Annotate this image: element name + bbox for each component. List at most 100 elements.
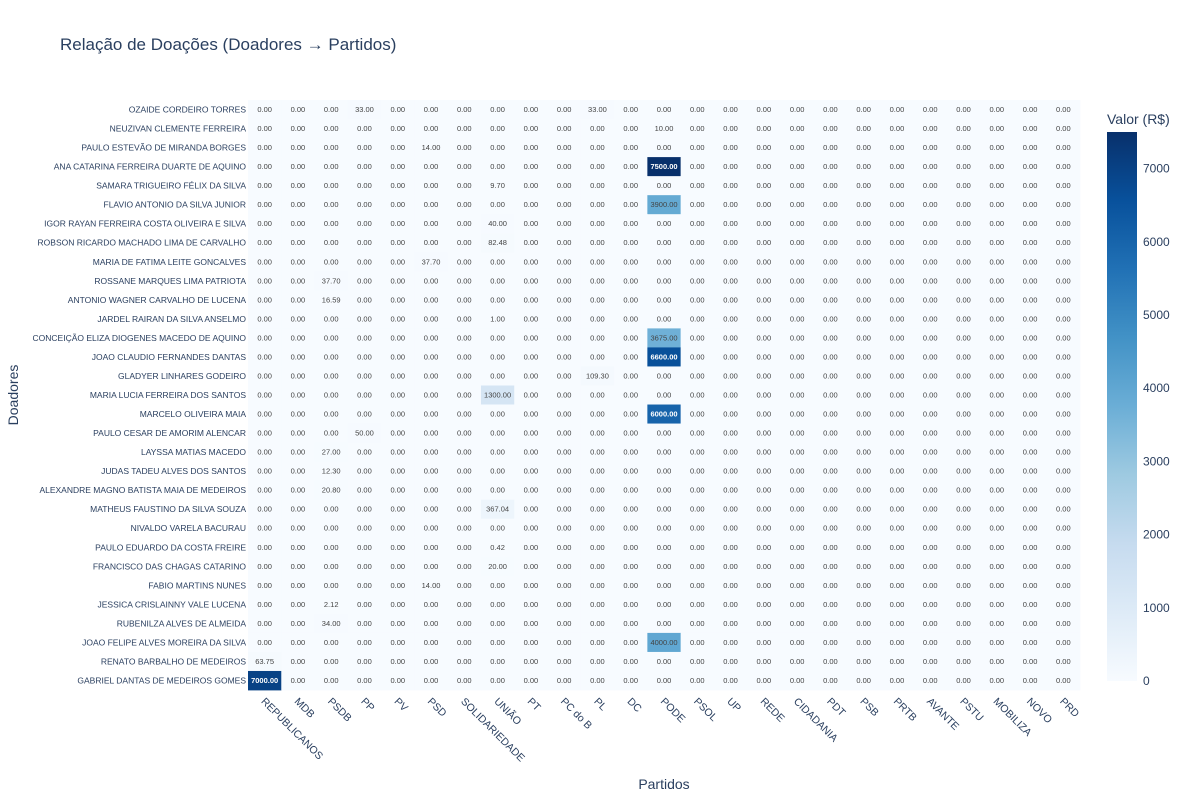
heatmap-cell [614, 594, 648, 615]
cell-value-label: 0.00 [424, 333, 439, 342]
heatmap-cell [580, 176, 615, 196]
cell-value-label: 0.00 [723, 105, 738, 114]
heatmap-cell [580, 632, 615, 653]
cell-value-label: 0.00 [357, 314, 372, 323]
cell-value-label: 0.00 [1023, 448, 1038, 457]
cell-value-label: 0.00 [989, 238, 1004, 247]
cell-value-label: 0.00 [723, 429, 738, 438]
cell-value-label: 0.00 [856, 600, 871, 609]
cell-value-label: 0.00 [856, 352, 871, 361]
heatmap-cell [1013, 271, 1048, 291]
heatmap-cell [747, 366, 781, 386]
x-tick-psb: PSB [858, 696, 881, 719]
cell-value-label: 0.00 [390, 581, 405, 590]
heatmap-cell [614, 100, 648, 120]
heatmap-cell [1046, 632, 1081, 653]
heatmap-cell [747, 290, 781, 310]
heatmap-cell [747, 252, 781, 272]
cell-value-label: 0.00 [357, 448, 372, 457]
cell-value-label: 0.00 [823, 657, 838, 666]
cell-value-label: 0.00 [257, 238, 272, 247]
cell-value-label: 0.00 [324, 333, 339, 342]
cell-value-label: 0.00 [357, 333, 372, 342]
cell-value-label: 0.00 [657, 524, 672, 533]
heatmap-cell [946, 556, 981, 577]
heatmap-cell [780, 347, 815, 367]
heatmap-cell [780, 442, 815, 463]
heatmap-cell [713, 461, 748, 482]
heatmap-cell [580, 214, 615, 234]
cell-value-label: 0.00 [623, 295, 638, 304]
cell-value-label: 0.00 [823, 429, 838, 438]
cell-value-label: 0.00 [923, 200, 938, 209]
cell-value-label: 0.00 [623, 333, 638, 342]
cell-value-label: 0.00 [823, 581, 838, 590]
heatmap-cell [381, 119, 415, 139]
chart-title: Relação de Doações (Doadores → Partidos) [60, 35, 396, 54]
heatmap-cell [314, 328, 349, 348]
cell-value-label: 0.00 [357, 124, 372, 133]
x-tick-pt: PT [525, 696, 543, 714]
cell-value-label: 0.00 [923, 543, 938, 552]
cell-value-label: 0.00 [923, 581, 938, 590]
cell-value-label: 0.00 [1023, 486, 1038, 495]
heatmap-cell [514, 233, 548, 253]
heatmap-cell [547, 233, 582, 253]
heatmap-cell [713, 404, 748, 424]
heatmap-cell [547, 271, 582, 291]
cell-value-label: 0.00 [291, 505, 306, 514]
heatmap-cell [913, 119, 948, 139]
heatmap-cell [381, 556, 415, 577]
heatmap-cell [946, 157, 981, 177]
heatmap-cell [414, 575, 449, 596]
cell-value-label: 0.00 [1023, 543, 1038, 552]
cell-value-label: 0.00 [890, 314, 905, 323]
heatmap-cell [780, 100, 815, 120]
heatmap-cell [248, 423, 282, 443]
cell-value-label: 0.00 [291, 448, 306, 457]
heatmap-cell [480, 347, 515, 367]
heatmap-cell [647, 651, 682, 672]
heatmap-cell [381, 366, 415, 386]
heatmap-cell [514, 461, 548, 482]
heatmap-cell [614, 670, 648, 691]
heatmap-cell [813, 100, 848, 120]
cell-value-label: 0.00 [390, 314, 405, 323]
cell-value-label: 0.00 [823, 181, 838, 190]
heatmap-cell [347, 119, 382, 139]
cell-value-label: 0.00 [989, 619, 1004, 628]
heatmap-cell [780, 271, 815, 291]
cell-value-label: 0.00 [324, 181, 339, 190]
cell-value-label: 0.00 [590, 581, 605, 590]
heatmap-cell [314, 366, 349, 386]
cell-value-label: 0.00 [324, 124, 339, 133]
cell-value-label: 0.00 [856, 333, 871, 342]
heatmap-cell [381, 632, 415, 653]
cell-value-label: 0.00 [790, 410, 805, 419]
heatmap-cell [680, 499, 715, 520]
heatmap-cell [847, 252, 881, 272]
cell-value-label: 0.00 [457, 352, 472, 361]
y-tick-judas-tadeu-alves-dos-santos: JUDAS TADEU ALVES DOS SANTOS [101, 466, 246, 476]
cell-value-label: 0.00 [856, 295, 871, 304]
cell-value-label: 0.00 [723, 486, 738, 495]
heatmap-cell [248, 271, 282, 291]
cell-value-label: 0.00 [257, 276, 272, 285]
cell-value-label: 0.00 [890, 391, 905, 400]
cell-value-label: 7000.00 [251, 676, 278, 685]
heatmap-cell [1046, 461, 1081, 482]
cell-value-label: 0.00 [823, 524, 838, 533]
heatmap-cell [580, 328, 615, 348]
heatmap-cell [248, 214, 282, 234]
heatmap-cell [514, 404, 548, 424]
heatmap-cell [980, 233, 1014, 253]
heatmap-cell [847, 157, 881, 177]
cell-value-label: 0.00 [557, 543, 572, 552]
cell-value-label: 0.00 [757, 543, 772, 552]
y-tick-antonio-wagner-carvalho-de-lucena: ANTONIO WAGNER CARVALHO DE LUCENA [68, 295, 247, 305]
cell-value-label: 0.00 [490, 257, 505, 266]
heatmap-cell [713, 442, 748, 463]
cell-value-label: 0.00 [823, 467, 838, 476]
cell-value-label: 0.00 [757, 162, 772, 171]
cell-value-label: 0.00 [757, 448, 772, 457]
